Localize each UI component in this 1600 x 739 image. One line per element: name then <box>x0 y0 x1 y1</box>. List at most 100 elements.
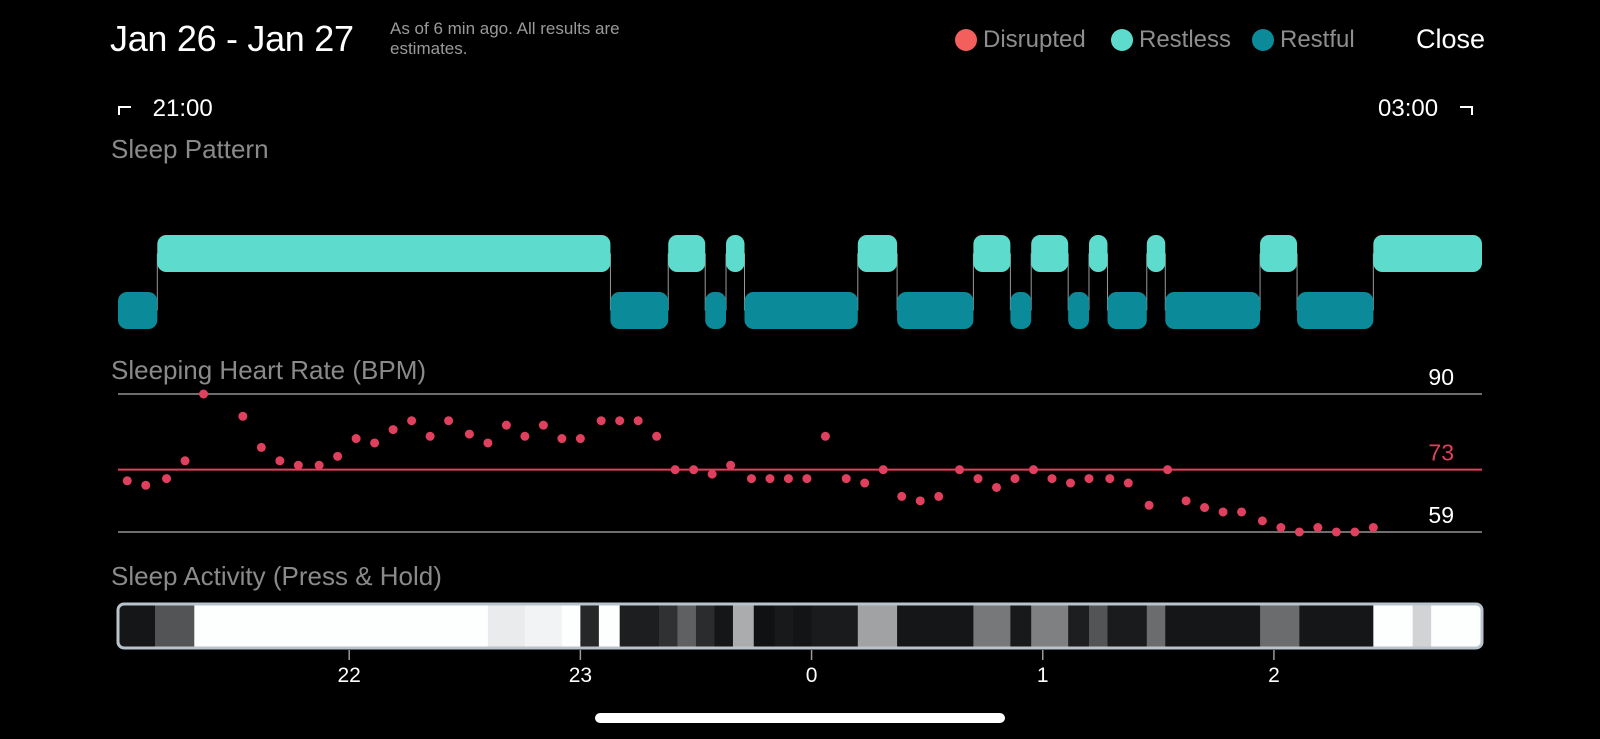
hr-max-label: 90 <box>1428 364 1454 390</box>
heart-rate-label: Sleeping Heart Rate (BPM) <box>111 355 427 385</box>
pattern-segment-restless <box>157 235 611 272</box>
hr-point <box>992 482 1002 492</box>
activity-block <box>897 604 974 648</box>
hr-point <box>765 474 775 484</box>
hr-point <box>1084 474 1094 484</box>
hr-point <box>596 416 606 426</box>
activity-block <box>1412 604 1432 648</box>
activity-block <box>774 604 794 648</box>
pattern-segment-restful <box>1010 292 1032 329</box>
legend-restful: Restful <box>1252 26 1355 54</box>
pattern-segment-restful <box>897 292 974 329</box>
hr-point <box>444 416 454 426</box>
activity-block <box>732 604 755 648</box>
hr-point <box>1294 527 1304 537</box>
status-subtitle: As of 6 min ago. All results are estimat… <box>390 19 620 58</box>
activity-block <box>1010 604 1032 648</box>
pattern-segment-restful <box>744 292 858 329</box>
hr-point <box>802 474 812 484</box>
page-title: Jan 26 - Jan 27 <box>110 18 354 59</box>
hr-point <box>1331 527 1341 537</box>
hr-point <box>652 431 662 441</box>
hr-point <box>1144 500 1154 510</box>
hr-point <box>973 474 983 484</box>
sleep-pattern-label: Sleep Pattern <box>111 134 269 164</box>
pattern-segment-restless <box>1260 235 1298 272</box>
activity-block <box>1031 604 1069 648</box>
hr-point <box>1218 507 1228 517</box>
hr-point <box>407 416 417 426</box>
hr-point <box>707 469 717 479</box>
restful-dot-icon <box>1252 29 1274 51</box>
hr-point <box>1047 474 1057 484</box>
range-end: 03:00 <box>1378 95 1473 123</box>
pattern-segment-restless <box>1373 235 1482 272</box>
hr-point <box>238 411 248 421</box>
hr-point <box>1350 527 1360 537</box>
pattern-segment-restless <box>973 235 1011 272</box>
activity-block <box>154 604 195 648</box>
pattern-segment-restful <box>1107 292 1147 329</box>
hr-min-label: 59 <box>1428 502 1454 528</box>
restless-dot-icon <box>1111 29 1133 51</box>
hr-point <box>955 465 965 475</box>
pattern-segment-restless <box>668 235 706 272</box>
activity-strip-border <box>116 602 1484 650</box>
hr-point <box>122 476 132 486</box>
hr-point <box>1105 474 1115 484</box>
pattern-segment-restful <box>1165 292 1261 329</box>
hr-point <box>1181 496 1191 506</box>
hr-point <box>425 431 435 441</box>
hr-point <box>746 474 756 484</box>
activity-block <box>1299 604 1374 648</box>
hr-point <box>1163 465 1173 475</box>
legend-restless-label: Restless <box>1139 26 1232 53</box>
activity-block <box>973 604 1011 648</box>
hr-point <box>275 456 285 466</box>
home-indicator[interactable] <box>595 713 1005 723</box>
hr-point <box>689 465 699 475</box>
bracket-left-icon <box>118 105 131 115</box>
hr-points <box>122 389 1378 537</box>
hr-point <box>915 496 925 506</box>
hr-point <box>575 434 585 444</box>
legend-restless: Restless <box>1111 26 1231 54</box>
hr-point <box>615 416 625 426</box>
activity-block <box>524 604 563 648</box>
hr-point <box>464 429 474 439</box>
hr-point <box>1237 507 1247 517</box>
time-axis: 22 23 0 1 2 <box>338 650 1280 687</box>
hr-point <box>1200 503 1210 513</box>
hr-point <box>783 474 793 484</box>
activity-blocks <box>118 604 1482 648</box>
disrupted-dot-icon <box>955 29 977 51</box>
pattern-segment-restless <box>1031 235 1069 272</box>
activity-block <box>118 604 156 648</box>
activity-block <box>753 604 776 648</box>
pattern-segment-restful <box>1297 292 1374 329</box>
close-button[interactable]: Close <box>1416 24 1486 54</box>
activity-block <box>580 604 600 648</box>
activity-block <box>658 604 679 648</box>
activity-block <box>619 604 660 648</box>
tick-label: 1 <box>1037 664 1049 687</box>
hr-point <box>293 460 303 470</box>
hr-point <box>1028 465 1038 475</box>
activity-block <box>1068 604 1090 648</box>
hr-point <box>1123 478 1133 488</box>
hr-point <box>314 460 324 470</box>
activity-block <box>714 604 734 648</box>
hr-point <box>820 431 830 441</box>
bracket-right-icon <box>1459 105 1473 115</box>
legend-disrupted-label: Disrupted <box>983 26 1086 53</box>
pattern-segment-restless <box>857 235 898 272</box>
activity-block <box>857 604 898 648</box>
hr-point <box>878 465 888 475</box>
hr-point <box>333 451 343 461</box>
activity-block <box>487 604 526 648</box>
hr-point <box>483 438 493 448</box>
activity-block <box>695 604 716 648</box>
